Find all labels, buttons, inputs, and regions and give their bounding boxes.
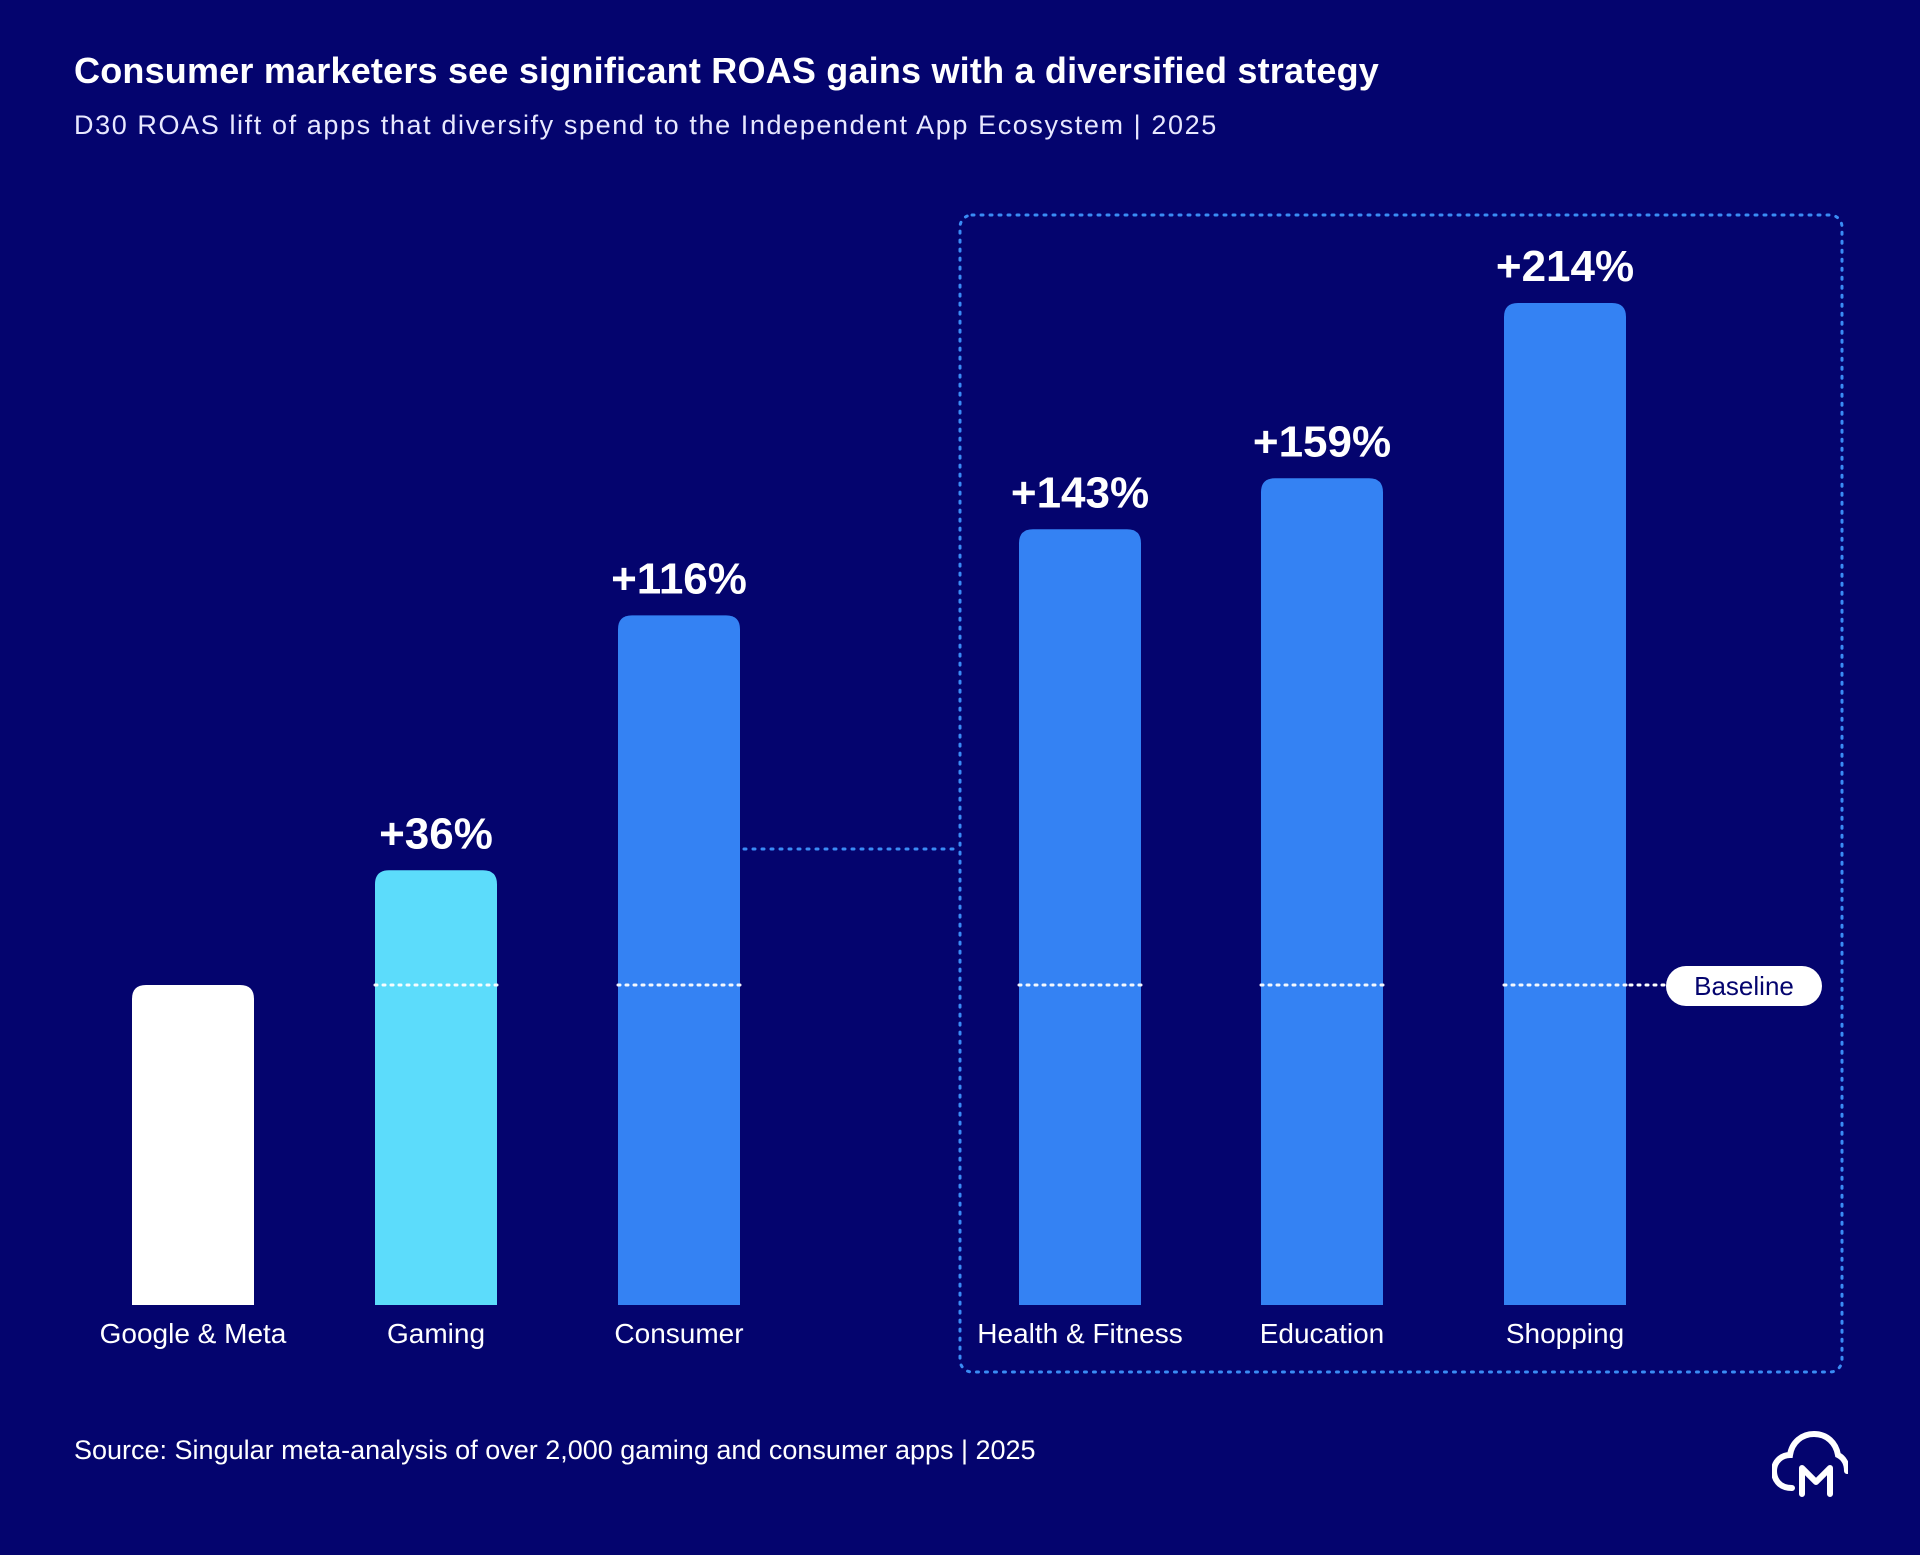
baseline-label: Baseline (1694, 971, 1794, 1001)
category-label-shopping: Shopping (1506, 1318, 1624, 1349)
cloud-m-logo-icon (1772, 1430, 1848, 1497)
baseline-pill (1666, 966, 1822, 1006)
value-label-gaming: +36% (379, 809, 493, 858)
bar-health-fitness (1019, 529, 1141, 1305)
bar-consumer (618, 615, 740, 1305)
bar-google-meta (132, 985, 254, 1305)
value-label-health-fitness: +143% (1011, 468, 1149, 517)
source-note: Source: Singular meta-analysis of over 2… (74, 1435, 1036, 1465)
value-label-shopping: +214% (1496, 242, 1634, 291)
category-label-health-fitness: Health & Fitness (977, 1318, 1182, 1349)
chart-title: Consumer marketers see significant ROAS … (74, 50, 1380, 91)
value-label-education: +159% (1253, 417, 1391, 466)
bar-education (1261, 478, 1383, 1305)
bar-shopping (1504, 303, 1626, 1305)
category-label-education: Education (1260, 1318, 1385, 1349)
highlight-group-box (958, 213, 1844, 1374)
bar-gaming (375, 870, 497, 1305)
value-label-consumer: +116% (611, 554, 747, 603)
category-label-gaming: Gaming (387, 1318, 485, 1349)
category-label-consumer: Consumer (614, 1318, 743, 1349)
chart-subtitle: D30 ROAS lift of apps that diversify spe… (74, 110, 1218, 140)
category-label-google-meta: Google & Meta (100, 1318, 287, 1349)
